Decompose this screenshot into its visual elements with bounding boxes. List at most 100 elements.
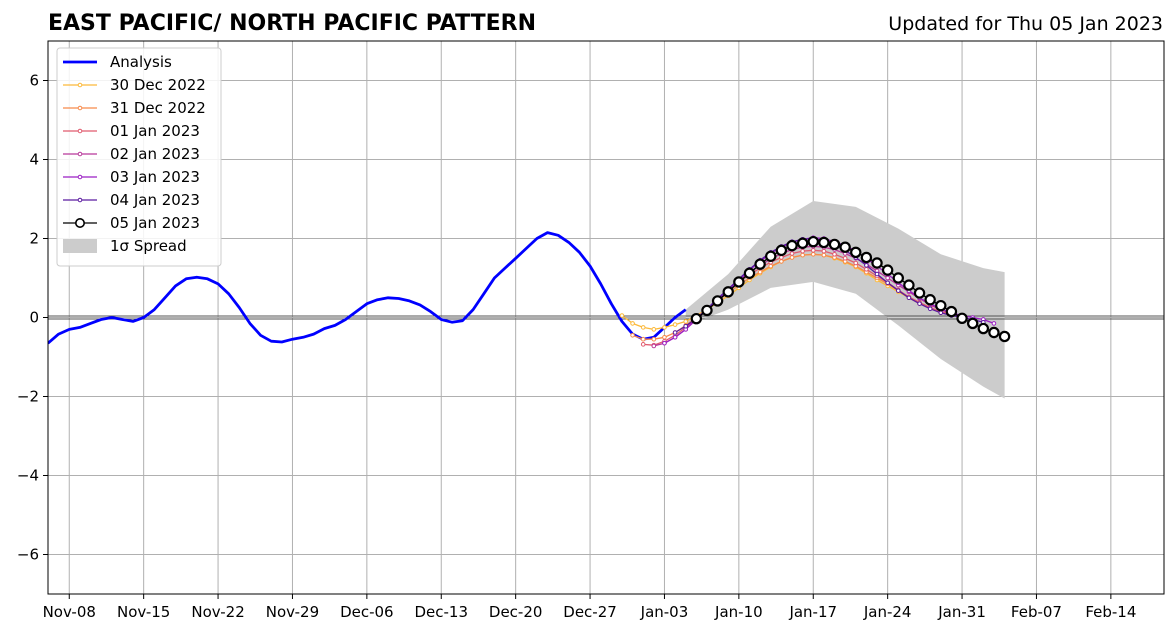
x-axis-ticks: Nov-08 Nov-15 Nov-22 Nov-29 Dec-06 Dec-13 Dec-… (43, 594, 1136, 621)
data-point (810, 248, 816, 253)
data-point (810, 252, 816, 257)
data-point (892, 272, 904, 284)
legend-marker (77, 128, 83, 134)
chart-subtitle: Updated for Thu 05 Jan 2023 (888, 13, 1163, 35)
data-point (903, 279, 915, 291)
data-point (874, 271, 880, 277)
data-point (864, 267, 869, 272)
data-point (743, 267, 756, 279)
data-point (789, 251, 795, 256)
data-point (956, 312, 968, 324)
data-point (630, 321, 635, 326)
legend-box (56, 47, 222, 267)
legend-label: 31 Dec 2022 (110, 99, 206, 117)
data-point (839, 241, 851, 253)
data-point (672, 322, 678, 327)
legend-label: 05 Jan 2023 (110, 214, 200, 232)
data-point (786, 239, 798, 252)
data-point (662, 340, 667, 346)
data-point (821, 248, 827, 254)
data-point (662, 334, 667, 340)
x-tick-label: Feb-07 (1011, 603, 1062, 621)
data-point (757, 269, 763, 275)
y-tick-label: 0 (29, 309, 39, 327)
data-point (701, 304, 713, 317)
legend-marker (77, 151, 83, 157)
x-tick-label: Nov-08 (43, 603, 96, 621)
x-tick-label: Dec-27 (563, 603, 617, 621)
data-point (998, 330, 1011, 343)
data-point (651, 343, 657, 349)
data-point (828, 238, 841, 251)
data-point (871, 257, 883, 269)
y-tick-label: −2 (17, 388, 39, 406)
y-tick-label: −4 (17, 467, 39, 485)
data-point (640, 325, 646, 330)
data-point (818, 236, 830, 249)
data-point (991, 321, 997, 326)
legend-label: 04 Jan 2023 (110, 191, 200, 209)
data-point (885, 280, 890, 286)
legend-label: 01 Jan 2023 (110, 122, 200, 140)
data-point (821, 252, 827, 258)
data-point (860, 251, 873, 264)
data-point (853, 260, 859, 266)
data-point (733, 276, 745, 288)
data-point (945, 305, 958, 318)
legend-label: 03 Jan 2023 (110, 168, 200, 186)
data-point (789, 255, 795, 260)
x-tick-label: Feb-14 (1085, 603, 1136, 621)
data-point (672, 330, 678, 335)
legend-marker (77, 174, 83, 180)
data-point (722, 286, 734, 298)
data-point (690, 312, 703, 325)
data-point (640, 336, 646, 342)
x-tick-label: Nov-22 (191, 603, 244, 621)
x-tick-label: Dec-20 (489, 603, 543, 621)
series-line (48, 231, 687, 345)
spread-band (685, 201, 1005, 399)
x-tick-label: Dec-06 (340, 603, 394, 621)
data-point (864, 263, 869, 268)
data-point (917, 301, 922, 306)
x-tick-label: Dec-13 (414, 603, 468, 621)
data-point (935, 299, 947, 312)
x-tick-label: Nov-29 (266, 603, 319, 621)
data-point (768, 263, 774, 269)
data-point (683, 323, 689, 329)
x-tick-label: Jan-31 (937, 603, 986, 621)
data-point (779, 259, 784, 264)
series-analysis (48, 231, 687, 345)
x-tick-label: Jan-03 (640, 603, 689, 621)
data-point (895, 288, 901, 293)
grid (48, 41, 1164, 594)
y-tick-label: −6 (17, 546, 39, 564)
y-tick-label: 2 (29, 230, 39, 248)
legend-marker (77, 105, 83, 111)
data-point (662, 325, 667, 330)
data-point (765, 250, 777, 262)
data-point (800, 252, 805, 258)
data-point (630, 332, 635, 338)
data-point (651, 336, 657, 342)
data-point (775, 244, 788, 257)
data-point (779, 255, 784, 260)
legend-swatch-spread (63, 239, 97, 253)
data-point (913, 287, 926, 299)
data-point (651, 327, 657, 332)
data-point (881, 264, 894, 276)
x-tick-label: Jan-10 (714, 603, 763, 621)
spread-band-layer (685, 201, 1005, 399)
data-point (977, 322, 990, 335)
x-tick-label: Jan-24 (863, 603, 912, 621)
legend-label: 1σ Spread (110, 237, 187, 255)
data-point (927, 306, 933, 312)
data-point (711, 295, 724, 307)
legend-marker (77, 197, 83, 203)
legend: Analysis 30 Dec 2022 31 Dec 2022 01 Jan 202… (56, 47, 222, 267)
chart-title: EAST PACIFIC/ NORTH PACIFIC PATTERN (48, 11, 536, 36)
series-layer (48, 231, 1011, 349)
data-point (966, 317, 979, 330)
y-tick-label: 6 (29, 72, 39, 90)
